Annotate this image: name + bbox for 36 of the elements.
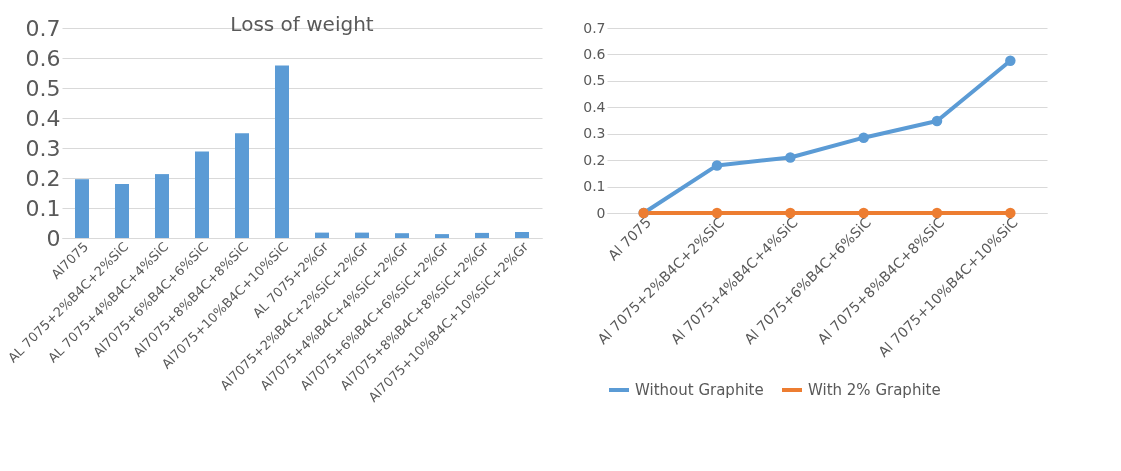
y-tick-label: 0.6 xyxy=(25,45,61,71)
y-tick-label: 0.7 xyxy=(583,19,606,36)
point xyxy=(785,152,796,163)
y-tick-label: 0.3 xyxy=(25,135,61,161)
point xyxy=(711,160,723,171)
point xyxy=(1005,207,1016,219)
chart-title: Loss of weight xyxy=(230,12,374,36)
bar xyxy=(275,65,289,238)
bar xyxy=(395,233,409,238)
point xyxy=(858,132,869,143)
bar xyxy=(115,184,129,238)
bar xyxy=(195,151,209,238)
point xyxy=(931,115,943,127)
y-tick-label: 0.2 xyxy=(25,165,61,191)
bar xyxy=(315,232,329,238)
legend-label: Without Graphite xyxy=(635,381,764,399)
y-tick-label: 0.5 xyxy=(583,72,606,89)
bar xyxy=(355,232,369,238)
legend-label: With 2% Graphite xyxy=(808,381,941,399)
y-tick-label: 0.6 xyxy=(583,45,606,62)
point xyxy=(1005,55,1016,67)
y-tick-label: 0.7 xyxy=(25,15,61,41)
y-tick-label: 0.2 xyxy=(583,151,606,168)
y-tick-label: 0.5 xyxy=(25,75,61,101)
y-tick-label: 0.1 xyxy=(25,195,61,221)
y-tick-label: 0 xyxy=(596,204,606,221)
y-tick-label: 0.4 xyxy=(583,98,606,115)
y-tick-label: 0.4 xyxy=(25,105,61,131)
bar xyxy=(75,179,89,238)
bar xyxy=(435,234,449,238)
bar xyxy=(235,133,249,238)
bar xyxy=(515,232,529,238)
y-tick-label: 0.1 xyxy=(583,178,606,195)
bar xyxy=(475,232,489,238)
y-tick-label: 0.3 xyxy=(583,125,606,142)
bar xyxy=(155,174,169,238)
